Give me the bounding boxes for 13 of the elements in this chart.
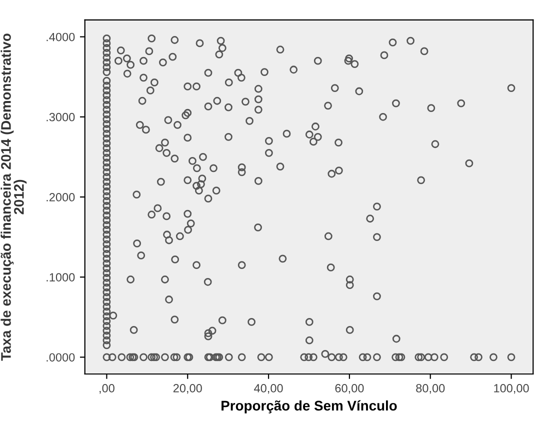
y-tick-label: .2000 — [46, 193, 75, 202]
x-tick-label: 100,00 — [494, 384, 529, 394]
x-tick-label: 40,00 — [254, 384, 283, 394]
y-axis-title: Taxa de execução financeira 2014 (Demonstrativo 2012) — [0, 34, 27, 361]
x-tick-label: 20,00 — [173, 384, 202, 394]
y-tick-label: .4000 — [46, 32, 75, 42]
y-tick-label: .0000 — [46, 353, 75, 362]
y-tick-label: .3000 — [46, 112, 75, 122]
y-tick-label: .1000 — [46, 273, 75, 282]
x-tick-label: 60,00 — [335, 384, 364, 394]
x-tick-label: 80,00 — [416, 384, 445, 394]
x-axis-title: Proporção de Sem Vínculo — [222, 400, 397, 414]
x-tick-label: ,00 — [100, 384, 114, 394]
